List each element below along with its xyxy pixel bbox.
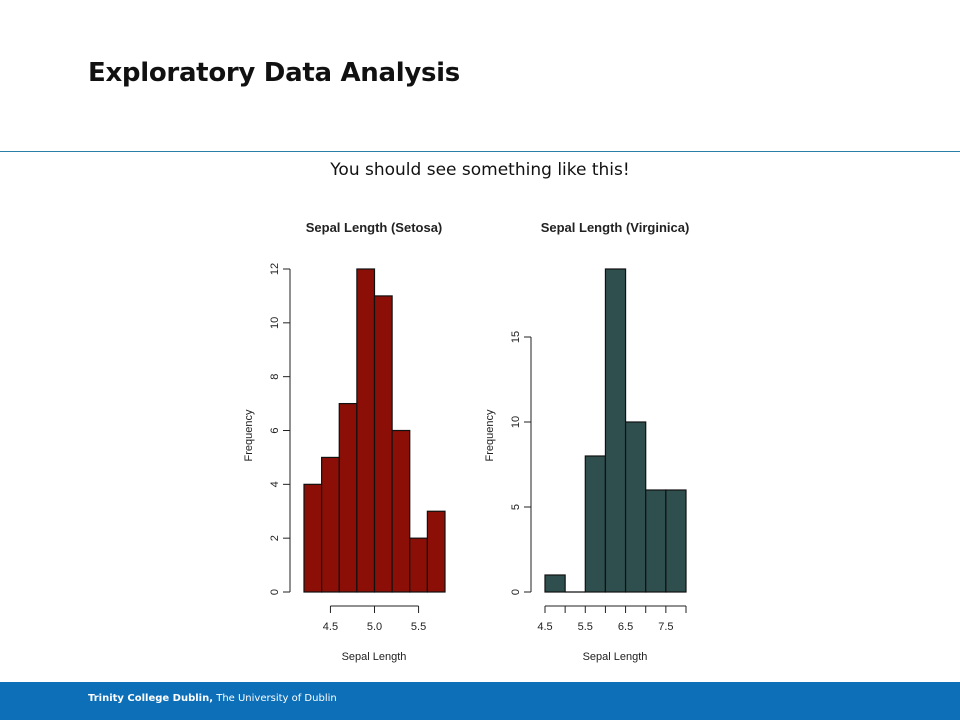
y-tick-label: 12 (269, 263, 281, 275)
histogram-bar (303, 483, 323, 593)
y-tick-label: 0 (510, 589, 522, 595)
histogram-bar (665, 489, 687, 593)
title-divider (0, 151, 960, 152)
histograms-figure: Sepal Length (Setosa) 0 2 4 6 8 10 12 Frequency 4… (243, 220, 689, 663)
x-axis-label: Sepal Length (342, 651, 407, 663)
x-axis-label: Sepal Length (583, 651, 648, 663)
y-tick-label: 10 (269, 317, 281, 329)
histogram-bar (356, 268, 376, 593)
histogram-bar (338, 402, 358, 593)
histogram-bar (391, 429, 411, 593)
slide-subtitle: You should see something like this! (330, 160, 630, 180)
histogram-bar (544, 574, 566, 593)
x-tick-label: 5.5 (578, 621, 593, 633)
y-tick-label: 0 (269, 589, 281, 595)
footer-tagline: The University of Dublin (213, 693, 337, 704)
footer-institution: Trinity College Dublin, (88, 693, 214, 704)
histogram-bar (409, 537, 428, 593)
footer-text: Trinity College Dublin, The University o… (88, 693, 337, 704)
y-tick-label: 6 (269, 427, 281, 433)
histogram-virginica: Sepal Length (Virginica) 0 5 10 15 Frequency 4… (484, 220, 689, 663)
histogram-bar (373, 295, 393, 593)
y-tick-label: 8 (269, 374, 281, 380)
y-tick-label: 5 (510, 504, 522, 510)
footer-bar: Trinity College Dublin, The University o… (0, 682, 960, 720)
x-tick-label: 5.0 (367, 621, 382, 633)
y-tick-label: 4 (269, 481, 281, 487)
slide-title: Exploratory Data Analysis (88, 58, 460, 88)
histogram-setosa: Sepal Length (Setosa) 0 2 4 6 8 10 12 Frequency 4… (243, 220, 446, 663)
chart-title: Sepal Length (Setosa) (306, 220, 443, 235)
x-tick-label: 4.5 (537, 621, 552, 633)
y-tick-label: 15 (510, 331, 522, 343)
chart-title: Sepal Length (Virginica) (541, 220, 690, 235)
y-axis-label: Frequency (243, 409, 255, 461)
histogram-bar (584, 455, 607, 593)
x-tick-label: 6.5 (618, 621, 633, 633)
histogram-bar (321, 456, 340, 593)
y-tick-label: 10 (510, 416, 522, 428)
x-tick-label: 7.5 (658, 621, 673, 633)
histogram-bar (604, 268, 627, 593)
histogram-bar (645, 489, 667, 593)
x-tick-label: 4.5 (323, 621, 338, 633)
y-tick-label: 2 (269, 535, 281, 541)
y-axis-label: Frequency (484, 409, 496, 461)
x-tick-label: 5.5 (411, 621, 426, 633)
histogram-bar (426, 510, 446, 593)
histogram-bar (624, 421, 647, 593)
